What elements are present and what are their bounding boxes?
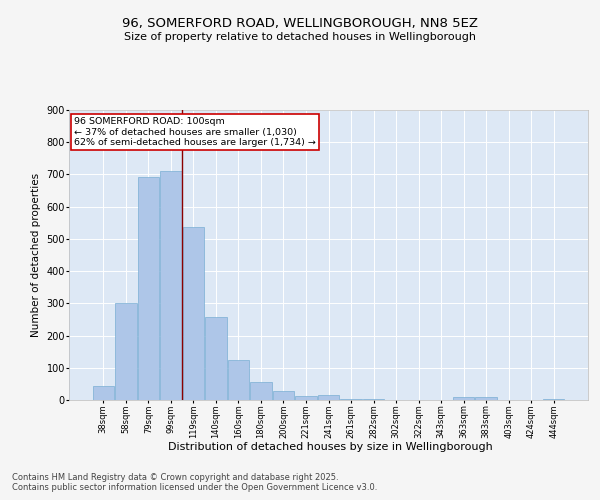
Bar (115, 304, 137, 400)
Bar (475, 397, 497, 400)
Text: 96 SOMERFORD ROAD: 100sqm
← 37% of detached houses are smaller (1,030)
62% of se: 96 SOMERFORD ROAD: 100sqm ← 37% of detac… (74, 117, 316, 147)
Bar (273, 391, 294, 400)
Bar (318, 395, 339, 400)
Bar (205, 317, 227, 400)
Bar (295, 396, 317, 400)
Text: Distribution of detached houses by size in Wellingborough: Distribution of detached houses by size … (167, 442, 493, 452)
Bar (182, 228, 204, 400)
Text: Size of property relative to detached houses in Wellingborough: Size of property relative to detached ho… (124, 32, 476, 42)
Bar (137, 176, 159, 400)
Bar (228, 360, 249, 400)
Bar (363, 398, 384, 400)
Bar (340, 398, 362, 400)
Text: 96, SOMERFORD ROAD, WELLINGBOROUGH, NN8 5EZ: 96, SOMERFORD ROAD, WELLINGBOROUGH, NN8 … (122, 18, 478, 30)
Text: Contains HM Land Registry data © Crown copyright and database right 2025.
Contai: Contains HM Land Registry data © Crown c… (12, 472, 377, 492)
Y-axis label: Number of detached properties: Number of detached properties (31, 173, 41, 337)
Bar (160, 171, 182, 400)
Bar (92, 386, 114, 400)
Bar (250, 382, 272, 400)
Bar (453, 398, 475, 400)
